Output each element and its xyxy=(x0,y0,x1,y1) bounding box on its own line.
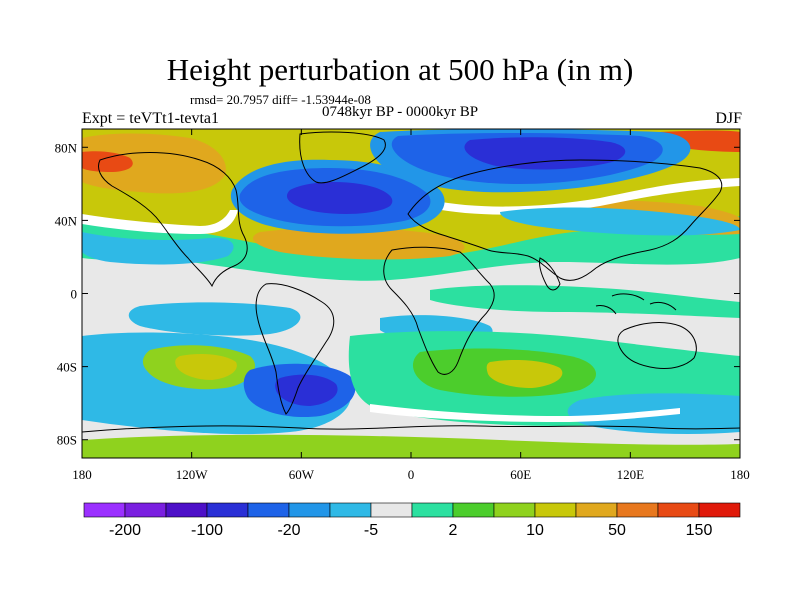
x-tick-label: 60E xyxy=(510,467,531,482)
colorbar-swatch xyxy=(288,502,331,518)
colorbar-swatch xyxy=(124,502,167,518)
colorbar-tick-label: 10 xyxy=(526,522,544,539)
field-greenland-negative-center xyxy=(286,182,393,214)
outline-africa xyxy=(383,246,495,375)
field-tropical-green xyxy=(430,285,740,318)
colorbar-tick-label: -200 xyxy=(109,522,141,539)
colorbar-tick-label: -20 xyxy=(277,522,300,539)
experiment-label: Expt = teVTt1-tevta1 xyxy=(82,110,219,127)
axis-ticks: 180 120W 60W 0 60E 120E 180 80N 40N 0 40S 80S xyxy=(55,129,750,482)
colorbar-swatch xyxy=(83,502,126,518)
outline-india xyxy=(539,257,561,291)
x-tick-label: 120E xyxy=(617,467,645,482)
outline-greenland xyxy=(299,131,386,184)
colorbar-swatch xyxy=(452,502,495,518)
colorbar-tick-label: -100 xyxy=(191,522,223,539)
chart-title: Height perturbation at 500 hPa (in m) xyxy=(166,52,634,87)
field-north-pacific-red xyxy=(82,151,133,172)
field-north-pacific-orange xyxy=(82,133,226,194)
colorbar-swatch xyxy=(165,502,208,518)
colorbar: -200 -100 -20 -5 2 10 50 150 xyxy=(83,502,741,539)
colorbar-tick-label: -5 xyxy=(364,522,378,539)
colorbar-swatch xyxy=(698,502,741,518)
x-tick-label: 120W xyxy=(176,467,209,482)
colorbar-tick-label: 50 xyxy=(608,522,626,539)
colorbar-tick-label: 150 xyxy=(686,522,713,539)
period-label: 0748kyr BP - 0000kyr BP xyxy=(322,104,479,120)
field-eurasia-negative-center xyxy=(464,137,626,170)
colorbar-tick-label: 2 xyxy=(449,522,458,539)
y-tick-label: 40S xyxy=(57,360,77,375)
field-white-band-south xyxy=(370,404,680,422)
y-tick-label: 40N xyxy=(55,213,78,228)
outline-south-america xyxy=(255,283,335,415)
colorbar-swatch xyxy=(657,502,700,518)
continent-outlines xyxy=(82,131,740,433)
season-label: DJF xyxy=(715,110,742,127)
outline-australia xyxy=(617,322,697,369)
x-tick-label: 60W xyxy=(289,467,315,482)
y-tick-label: 0 xyxy=(71,287,78,302)
field-central-asia-blue xyxy=(500,207,740,236)
outline-antarctica xyxy=(82,425,740,433)
field-south-pacific-yellow xyxy=(175,354,237,380)
x-tick-label: 0 xyxy=(408,467,415,482)
colorbar-swatch xyxy=(616,502,659,518)
x-tick-label: 180 xyxy=(730,467,750,482)
field-south-atlantic-negative-core xyxy=(275,374,338,406)
colorbar-swatch xyxy=(329,502,372,518)
y-tick-label: 80S xyxy=(57,433,77,448)
colorbar-swatch xyxy=(370,502,413,518)
colorbar-swatch xyxy=(493,502,536,518)
colorbar-swatch xyxy=(411,502,454,518)
field-tropical-pacific-blue xyxy=(128,302,301,336)
field-layer xyxy=(82,129,740,458)
colorbar-swatch xyxy=(247,502,290,518)
outline-maritime-continent xyxy=(595,293,677,315)
field-indian-ocean-yellow xyxy=(486,360,563,388)
field-white-band-eurasia xyxy=(430,178,740,215)
rmsd-stats-label: rmsd= 20.7957 diff= -1.53944e-08 xyxy=(190,92,371,107)
x-tick-label: 180 xyxy=(72,467,92,482)
colorbar-swatch xyxy=(575,502,618,518)
colorbar-swatch xyxy=(206,502,249,518)
field-europe-asia-orange xyxy=(252,227,465,260)
field-antarctic-green xyxy=(82,434,740,458)
outline-eurasia xyxy=(407,159,723,281)
colorbar-swatch xyxy=(534,502,577,518)
field-north-america-blue xyxy=(82,232,234,265)
y-tick-label: 80N xyxy=(55,140,78,155)
field-white-band-north xyxy=(82,210,238,234)
outline-north-america xyxy=(98,152,248,288)
